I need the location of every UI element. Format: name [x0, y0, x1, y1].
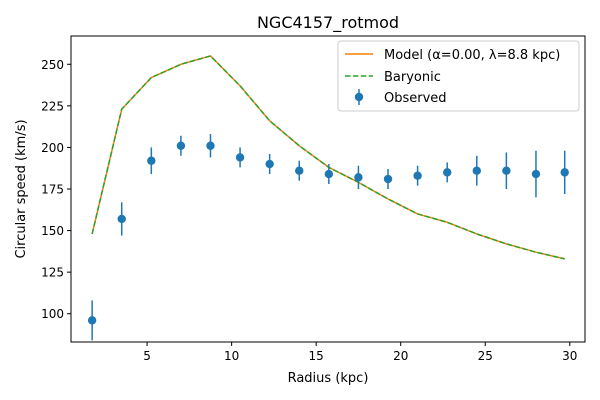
x-tick-label: 25 [478, 349, 493, 363]
data-point-observed [176, 141, 186, 150]
x-tick-label: 20 [393, 349, 408, 363]
y-tick-label: 100 [41, 307, 64, 321]
legend-label-model: Model (α=0.00, λ=8.8 kpc) [384, 48, 560, 63]
data-point-observed [117, 214, 126, 224]
x-tick-label: 10 [224, 349, 239, 363]
legend-swatch-observed-marker [354, 92, 364, 102]
legend-frame [337, 40, 580, 112]
legend-label-baryonic: Baryonic [384, 70, 441, 85]
x-tick-label: 30 [562, 349, 577, 363]
legend-label-observed: Observed [384, 91, 447, 106]
data-point-observed [265, 159, 274, 169]
data-point-observed [87, 316, 97, 325]
chart-title: NGC4157_rotmod [257, 13, 399, 33]
data-point-observed [147, 156, 156, 165]
data-point-observed [206, 141, 215, 150]
x-axis-label: Radius (kpc) [288, 371, 369, 386]
data-point-observed [324, 169, 334, 179]
data-point-observed [560, 168, 569, 177]
data-point-observed [354, 173, 363, 182]
y-tick-label: 200 [41, 141, 64, 155]
legend: Model (α=0.00, λ=8.8 kpc) Baryonic Obser… [337, 40, 580, 112]
y-tick-label: 250 [41, 58, 64, 72]
y-tick-label: 225 [41, 99, 64, 113]
y-tick-label: 150 [41, 224, 64, 238]
data-point-observed [413, 171, 422, 180]
y-axis-label: Circular speed (km/s) [14, 119, 29, 258]
y-tick-label: 175 [41, 183, 64, 197]
x-tick-label: 5 [143, 349, 151, 363]
y-tick-label: 125 [41, 266, 64, 280]
data-point-observed [383, 174, 393, 184]
data-point-observed [443, 168, 452, 177]
data-point-observed [502, 166, 511, 175]
data-point-observed [472, 166, 481, 175]
y-axis-ticks: 100 125 150 175 200 225 250 [41, 58, 71, 321]
data-point-observed [235, 153, 245, 162]
data-point-observed [295, 166, 304, 175]
series-layer [87, 55, 569, 341]
x-axis-ticks: 5 10 15 20 25 30 [143, 342, 577, 363]
data-point-observed [531, 169, 541, 179]
x-tick-label: 15 [309, 349, 324, 363]
